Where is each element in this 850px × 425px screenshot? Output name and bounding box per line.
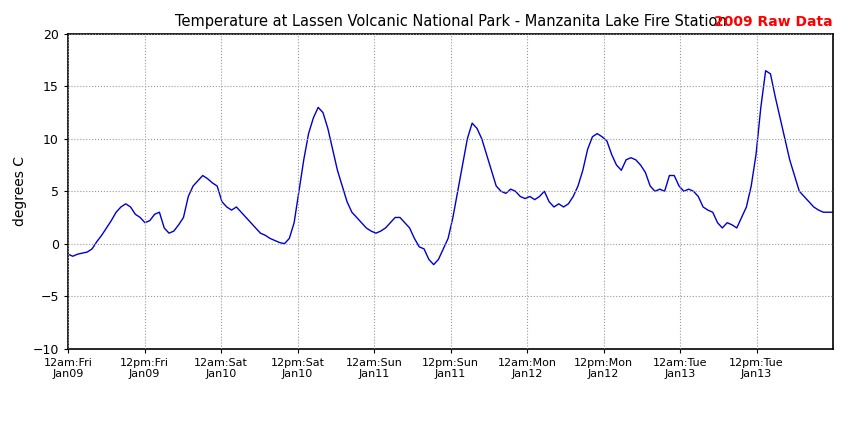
Y-axis label: degrees C: degrees C (13, 156, 27, 226)
Title: Temperature at Lassen Volcanic National Park - Manzanita Lake Fire Station: Temperature at Lassen Volcanic National … (174, 14, 727, 28)
Text: 2009 Raw Data: 2009 Raw Data (714, 15, 833, 29)
